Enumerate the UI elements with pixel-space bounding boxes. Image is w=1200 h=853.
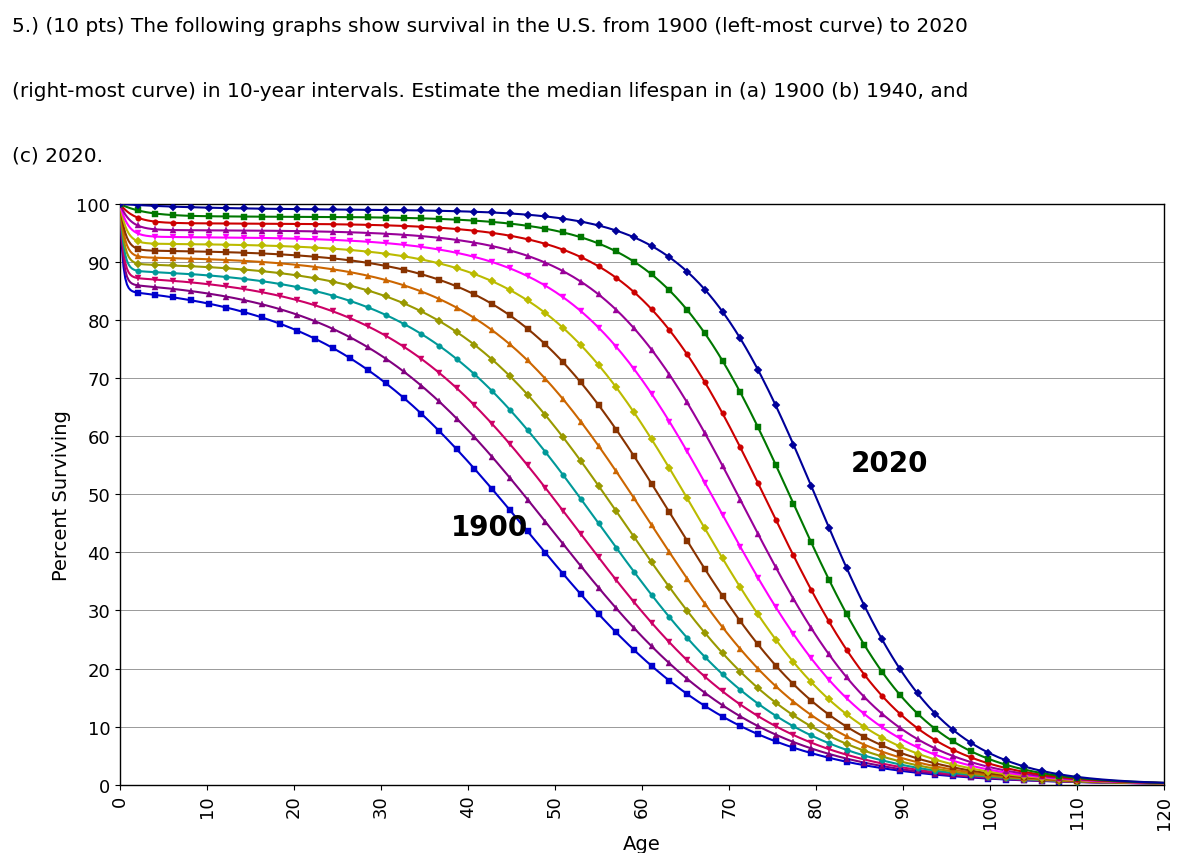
X-axis label: Age: Age [623,834,661,853]
Text: (c) 2020.: (c) 2020. [12,147,103,165]
Y-axis label: Percent Surviving: Percent Surviving [52,409,71,580]
Text: 2020: 2020 [851,450,929,478]
Text: 5.) (10 pts) The following graphs show survival in the U.S. from 1900 (left-most: 5.) (10 pts) The following graphs show s… [12,17,968,36]
Text: (right-most curve) in 10-year intervals. Estimate the median lifespan in (a) 190: (right-most curve) in 10-year intervals.… [12,82,968,101]
Text: 1900: 1900 [451,514,528,542]
